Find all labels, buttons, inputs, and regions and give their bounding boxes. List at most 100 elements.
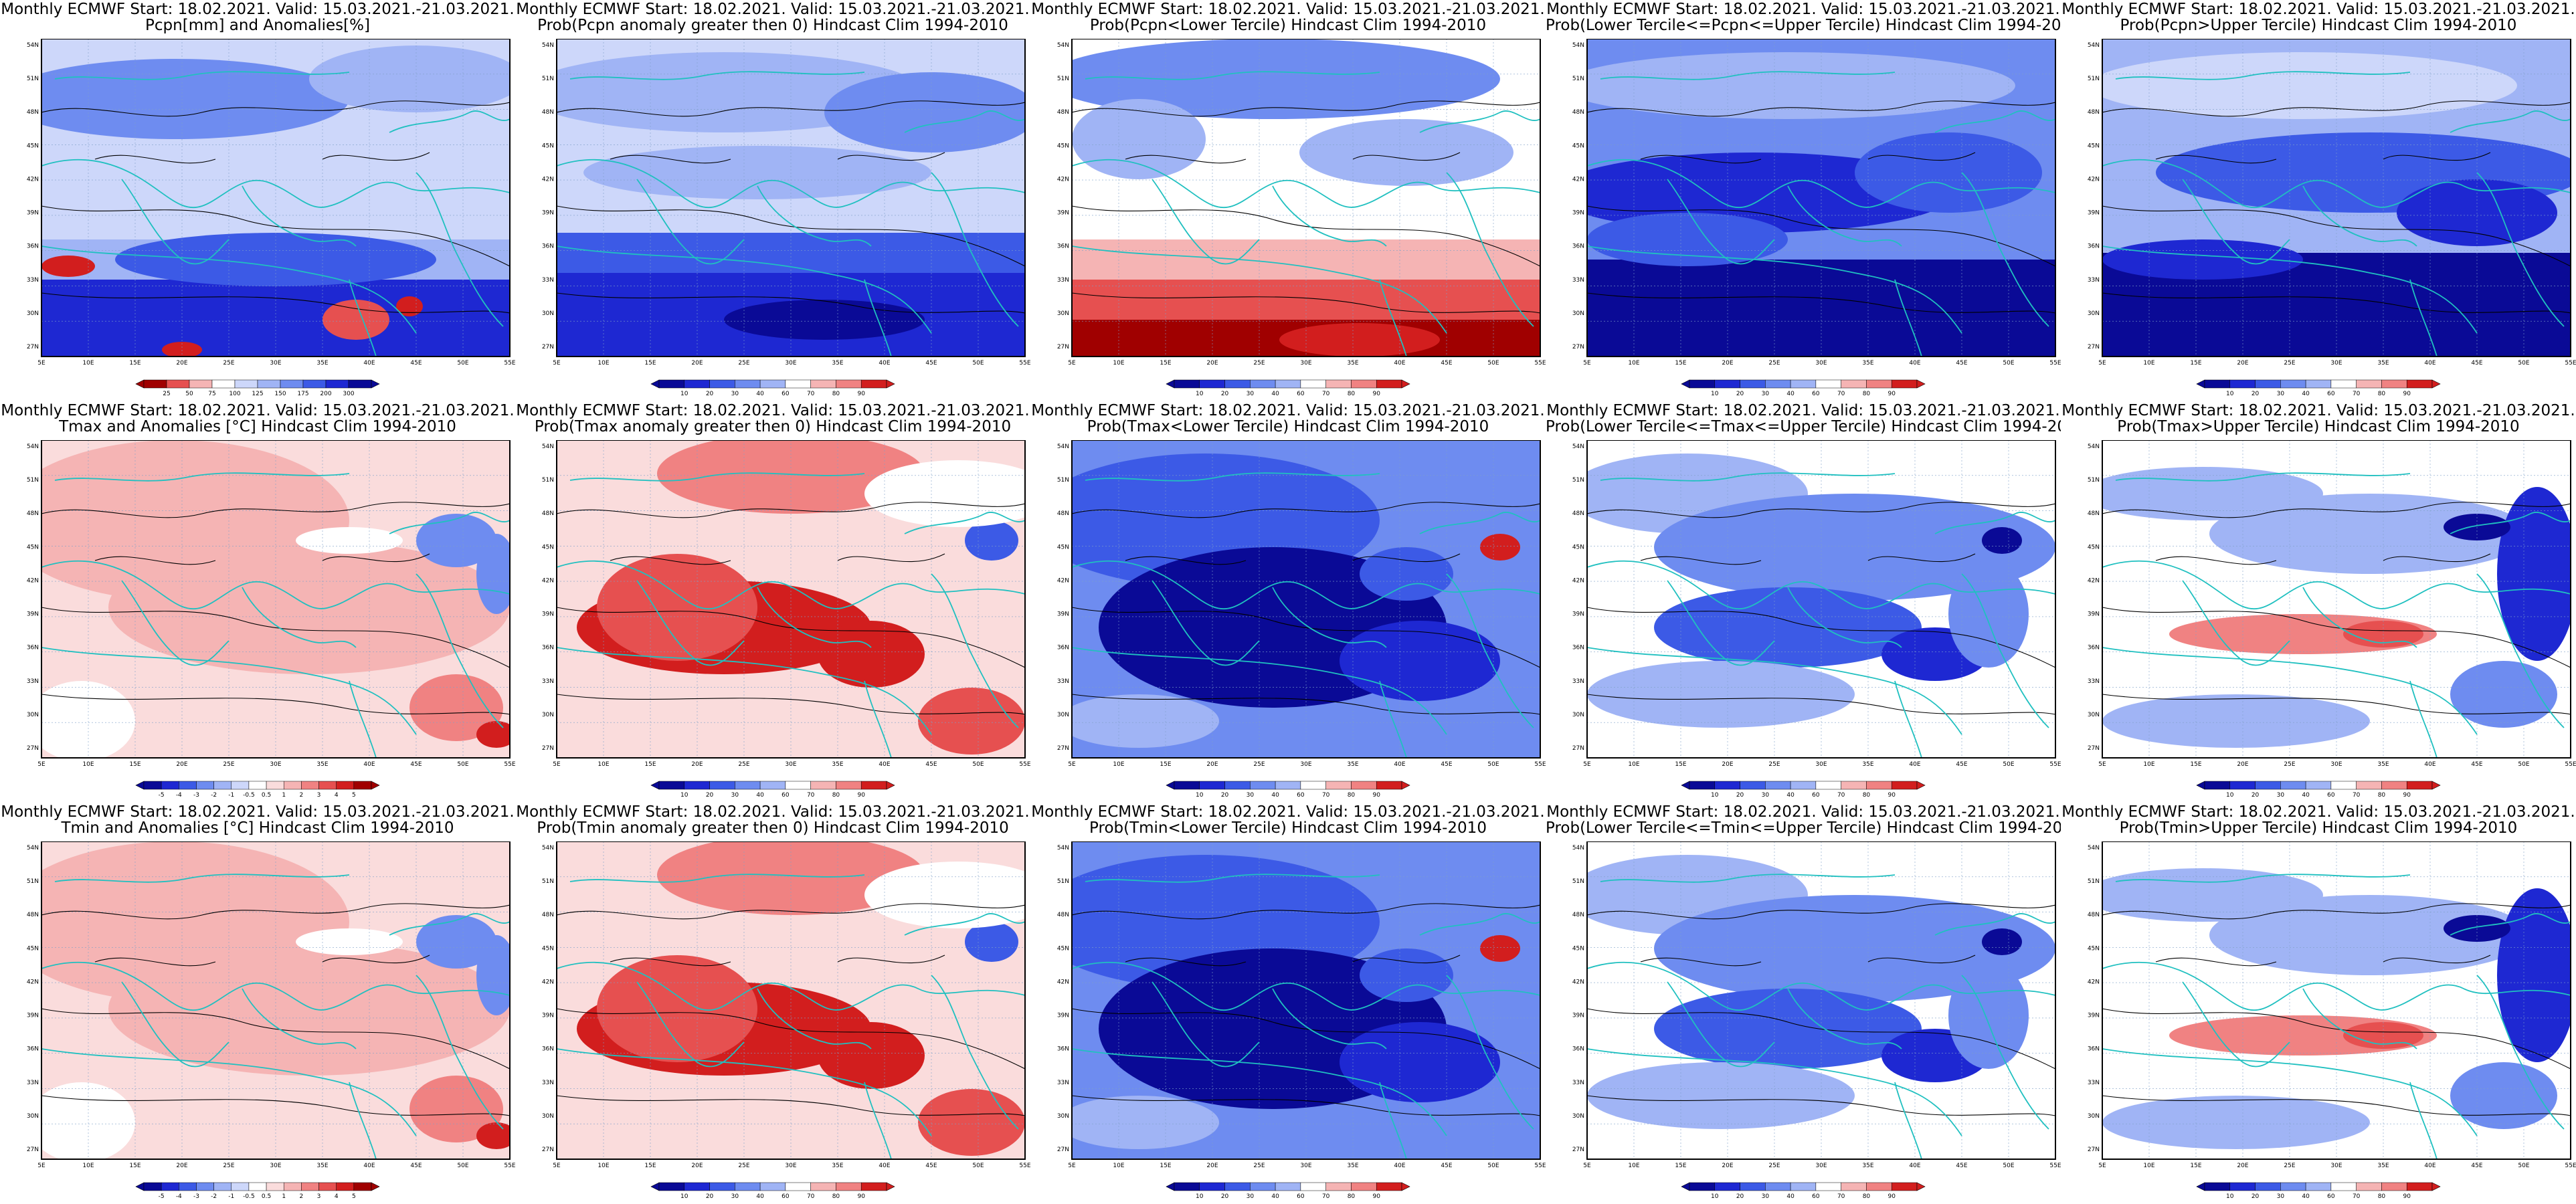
colorbar-swatch [1841,1182,1867,1191]
coastline [41,647,417,735]
coastline [2102,560,2571,610]
colorbar-arrow-left [2196,781,2205,790]
map-panel: Monthly ECMWF Start: 18.02.2021. Valid: … [515,803,1030,1204]
colorbar-swatch [1866,1182,1892,1191]
latitude-label: 48N [27,510,39,517]
colorbar-arrow-right [2431,781,2441,790]
colorbar-swatch [348,379,372,389]
latitude-label: 51N [27,878,39,885]
colorbar-label: 80 [832,391,840,397]
colorbar-swatch [1325,1182,1352,1191]
longitude-label: 55E [1534,360,1546,367]
colorbar-label: 10 [680,1193,688,1200]
latitude-label: 51N [2088,878,2100,885]
colorbar: 10 20 30 40 60 70 80 90 [650,379,895,397]
longitude-label: 15E [129,761,141,768]
colorbar-label: 30 [1762,391,1770,397]
colorbar-swatch [1815,1182,1841,1191]
longitude-label: 5E [37,360,45,367]
panel-title-line1: Monthly ECMWF Start: 18.02.2021. Valid: … [1031,1,1545,18]
coastline [1272,988,1387,1049]
colorbar-swatch [196,781,214,790]
colorbar-label: 90 [857,1193,865,1200]
colorbar-swatch [658,1182,685,1191]
forecast-map: 54N 51N 48N 45N 42N 39N 36N 33N 30N 27N 5E 10E 15E 20… [1572,440,2061,768]
colorbar-swatch [143,781,162,790]
latitude-label: 30N [1572,712,1584,718]
longitude-label: 35E [316,761,328,768]
latitude-label: 27N [542,344,554,350]
longitude-label: 40E [363,360,375,367]
panel-title-line1: Monthly ECMWF Start: 18.02.2021. Valid: … [1,1,515,18]
colorbar-swatch [1790,1182,1817,1191]
colorbar-swatch [2381,379,2407,389]
contour-line [2155,556,2277,565]
longitude-label: 45E [925,360,937,367]
contour-line [1352,955,1461,964]
latitude-label: 39N [542,611,554,618]
coastline [1961,975,2049,1130]
panel-title-line2: Prob(Tmin<Lower Tercile) Hindcast Clim 1… [1089,819,1487,837]
map-panel: Monthly ECMWF Start: 18.02.2021. Valid: … [1546,0,2061,401]
anomaly-blob [108,942,510,1076]
longitude-label: 25E [223,761,234,768]
colorbar-label: 30 [2277,1193,2285,1200]
contour-line [610,155,731,164]
colorbar-label: 40 [1786,792,1795,799]
colorbar: 10 20 30 40 60 70 80 90 [1681,1182,1926,1200]
anomaly-blob [2497,888,2571,1062]
contour-line [1125,556,1247,565]
latitude-label: 27N [1572,745,1584,752]
colorbar-arrow-right [1916,379,1926,389]
latitude-label: 39N [1572,1013,1584,1019]
longitude-label: 10E [82,1163,94,1169]
coastline [757,185,872,247]
latitude-label: 51N [542,878,554,885]
colorbar-label: 40 [2302,391,2310,397]
anomaly-blob [2102,1096,2370,1149]
contour-line [41,607,510,668]
contour-line [1587,292,2055,314]
colorbar-label: 90 [857,792,865,799]
coastline [2302,988,2417,1049]
colorbar-label: 10 [680,391,688,397]
longitude-label: 55E [1019,1163,1030,1169]
colorbar-label: 70 [807,1193,815,1200]
longitude-label: 35E [1862,761,1873,768]
panel-title-line2: Prob(Tmin anomaly greater then 0) Hindca… [537,819,1009,837]
colorbar-label: 20 [2251,1193,2260,1200]
colorbar-label: 60 [1297,391,1305,397]
contour-line [2383,553,2491,563]
latitude-label: 33N [542,678,554,685]
colorbar-label: 40 [756,792,764,799]
colorbar-swatch [1199,379,1225,389]
coastline [1419,512,1540,534]
colorbar-label: 20 [1221,792,1229,799]
map-frame [41,440,511,759]
contour-line [1072,1008,1540,1070]
map-panel: Monthly ECMWF Start: 18.02.2021. Valid: … [1030,401,1546,803]
colorbar-arrow-right [886,1182,895,1191]
forecast-map: 54N 51N 48N 45N 42N 39N 36N 33N 30N 27N 5E 10E 15E 20… [542,440,1030,768]
anomaly-blob [476,1122,510,1149]
contour-line [94,556,216,565]
colorbar-label: 1 [282,792,286,799]
longitude-label: 20E [176,1163,187,1169]
longitude-label: 55E [2049,761,2061,768]
panel-title-line1: Monthly ECMWF Start: 18.02.2021. Valid: … [2061,803,2575,821]
panel-title-line2: Prob(Pcpn anomaly greater then 0) Hindca… [537,17,1008,34]
colorbar-swatch [1740,379,1766,389]
colorbar-label: 2 [300,792,304,799]
colorbar-arrow-left [135,379,145,389]
anomaly-blob [1587,52,2015,119]
panel-title-line2: Prob(Tmax>Upper Tercile) Hindcast Clim 1… [2117,418,2520,435]
colorbar-swatch [318,781,337,790]
colorbar-label: 20 [706,1193,714,1200]
colorbar-swatch [1250,781,1276,790]
contour-line [1072,100,1540,117]
latitude-label: 36N [1057,1046,1069,1053]
panel-title-line2: Prob(Lower Tercile<=Tmin<=Upper Tercile)… [1546,819,2061,837]
colorbar-swatch [684,379,710,389]
colorbar-swatch [231,781,250,790]
contour-line [1587,607,2055,668]
